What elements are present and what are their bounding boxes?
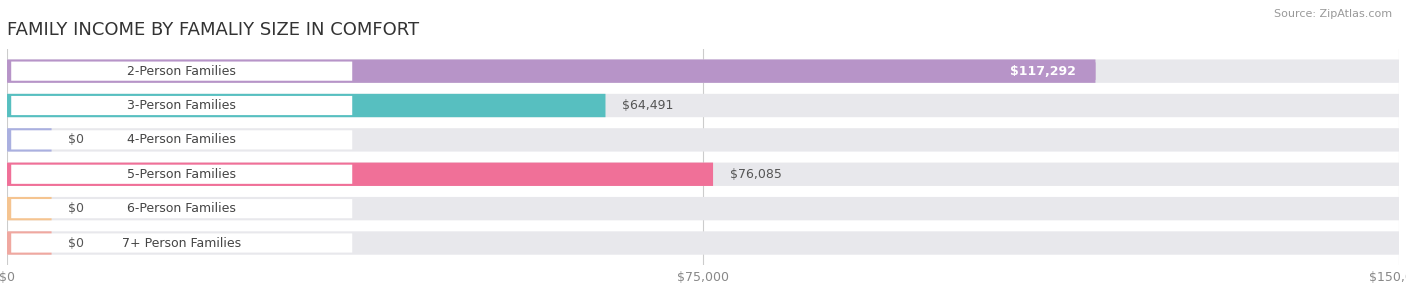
FancyBboxPatch shape: [7, 94, 606, 117]
FancyBboxPatch shape: [11, 62, 353, 81]
FancyBboxPatch shape: [7, 163, 713, 186]
Text: $0: $0: [69, 236, 84, 249]
FancyBboxPatch shape: [991, 63, 1095, 80]
Text: 4-Person Families: 4-Person Families: [128, 133, 236, 146]
Text: $76,085: $76,085: [730, 168, 782, 181]
FancyBboxPatch shape: [7, 163, 1399, 186]
Text: 3-Person Families: 3-Person Families: [128, 99, 236, 112]
Text: 5-Person Families: 5-Person Families: [127, 168, 236, 181]
Text: 6-Person Families: 6-Person Families: [128, 202, 236, 215]
FancyBboxPatch shape: [7, 128, 52, 152]
FancyBboxPatch shape: [7, 197, 52, 220]
FancyBboxPatch shape: [7, 231, 1399, 255]
Text: $0: $0: [69, 202, 84, 215]
FancyBboxPatch shape: [11, 130, 353, 149]
FancyBboxPatch shape: [11, 165, 353, 184]
Text: 7+ Person Families: 7+ Person Families: [122, 236, 242, 249]
Text: $64,491: $64,491: [623, 99, 673, 112]
FancyBboxPatch shape: [11, 96, 353, 115]
FancyBboxPatch shape: [11, 199, 353, 218]
FancyBboxPatch shape: [7, 59, 1095, 83]
FancyBboxPatch shape: [7, 94, 1399, 117]
Text: Source: ZipAtlas.com: Source: ZipAtlas.com: [1274, 9, 1392, 19]
Text: 2-Person Families: 2-Person Families: [128, 65, 236, 78]
Text: $117,292: $117,292: [1011, 65, 1076, 78]
Text: FAMILY INCOME BY FAMALIY SIZE IN COMFORT: FAMILY INCOME BY FAMALIY SIZE IN COMFORT: [7, 21, 419, 39]
FancyBboxPatch shape: [7, 197, 1399, 220]
FancyBboxPatch shape: [7, 59, 1399, 83]
Text: $0: $0: [69, 133, 84, 146]
FancyBboxPatch shape: [7, 128, 1399, 152]
FancyBboxPatch shape: [11, 233, 353, 253]
FancyBboxPatch shape: [7, 231, 52, 255]
